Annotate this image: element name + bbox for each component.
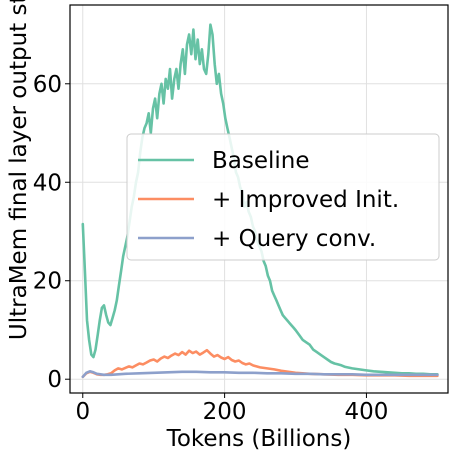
y-tick-label: 0 <box>47 367 62 393</box>
y-axis-label: UltraMem final layer output std <box>6 0 32 340</box>
x-tick-label: 200 <box>203 399 247 425</box>
legend: Baseline + Improved Init. + Query conv. <box>126 133 440 261</box>
y-tick-label: 60 <box>33 72 62 98</box>
plot-frame <box>69 4 449 394</box>
legend-box <box>126 133 440 261</box>
x-tick-label: 400 <box>344 399 388 425</box>
x-tick-label: 0 <box>75 399 90 425</box>
legend-label-0: Baseline <box>212 148 310 174</box>
series-line-1 <box>81 348 439 379</box>
y-tick-label: 20 <box>33 269 62 295</box>
x-axis-label: Tokens (Billions) <box>166 426 352 452</box>
axis-ticks: 0 200 400 0 20 40 60 <box>33 72 389 425</box>
legend-label-1: + Improved Init. <box>212 187 399 213</box>
series-line-2 <box>81 369 439 379</box>
y-tick-label: 40 <box>33 170 62 196</box>
legend-label-2: + Query conv. <box>212 226 376 252</box>
